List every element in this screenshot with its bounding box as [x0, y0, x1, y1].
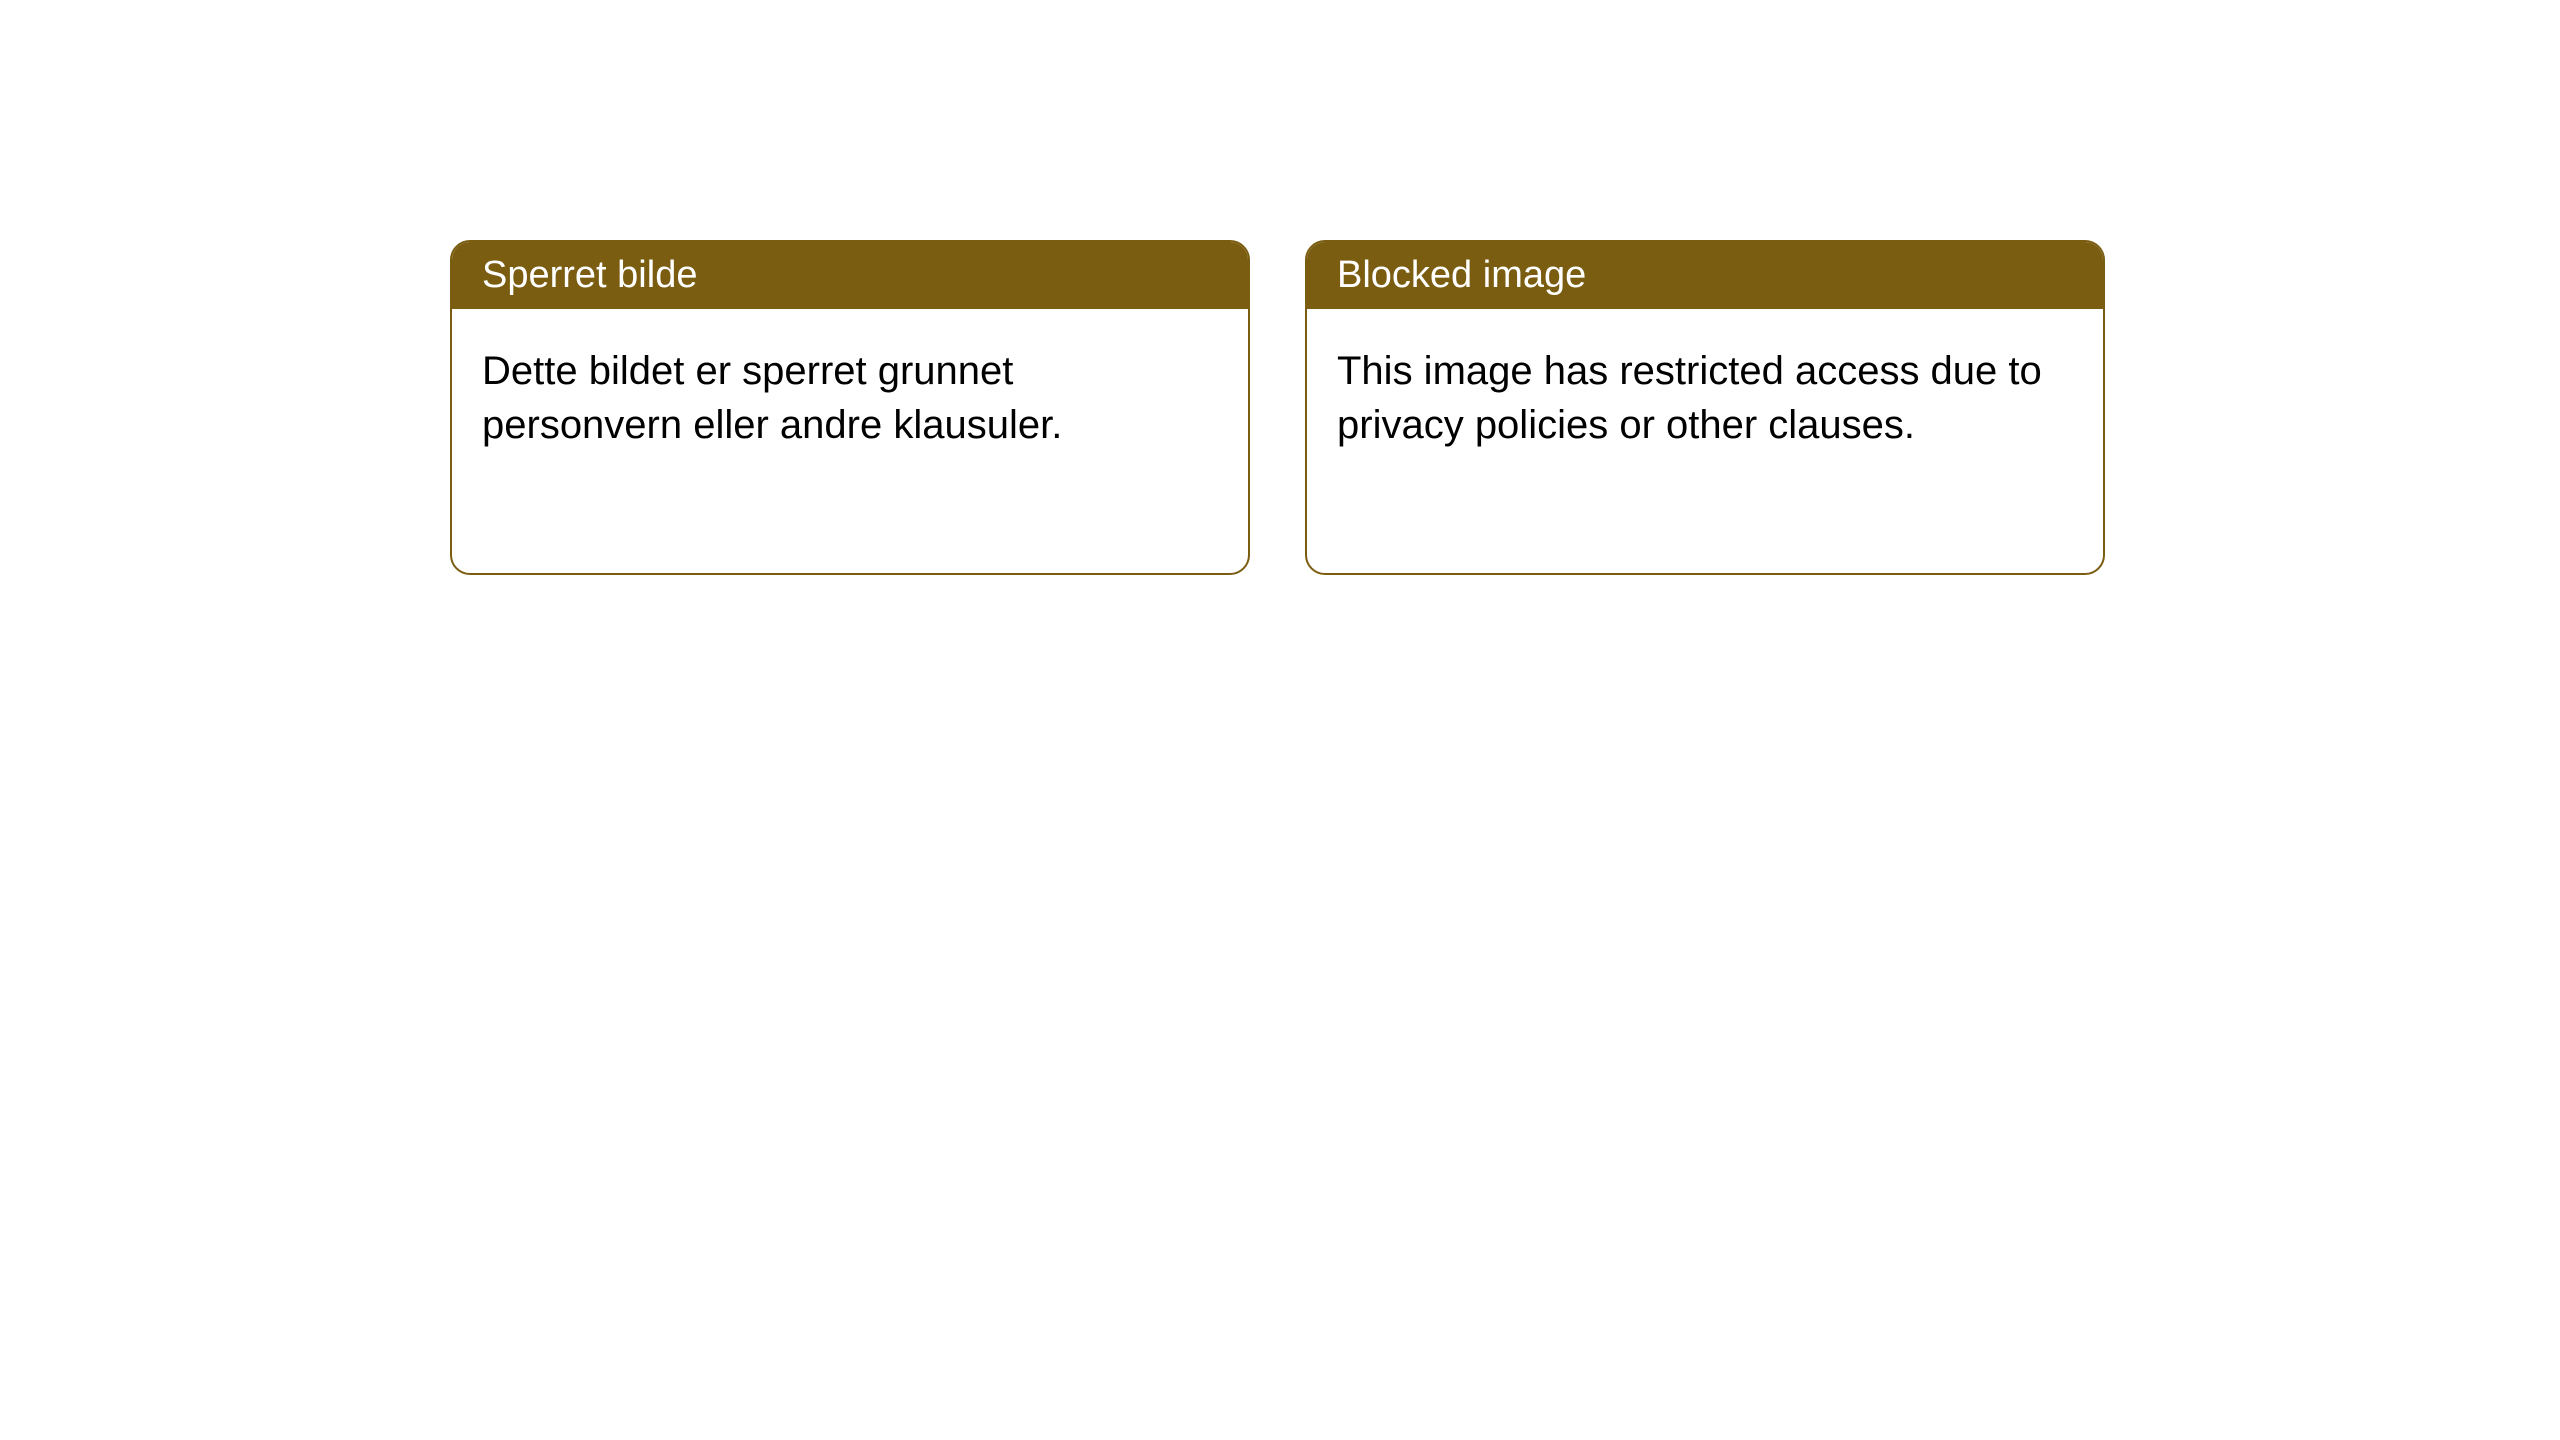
notice-card-english: Blocked image This image has restricted …	[1305, 240, 2105, 575]
card-body-text: Dette bildet er sperret grunnet personve…	[452, 309, 1248, 487]
card-header-title: Blocked image	[1307, 242, 2103, 309]
notice-cards-container: Sperret bilde Dette bildet er sperret gr…	[450, 240, 2560, 575]
card-header-title: Sperret bilde	[452, 242, 1248, 309]
notice-card-norwegian: Sperret bilde Dette bildet er sperret gr…	[450, 240, 1250, 575]
card-body-text: This image has restricted access due to …	[1307, 309, 2103, 487]
